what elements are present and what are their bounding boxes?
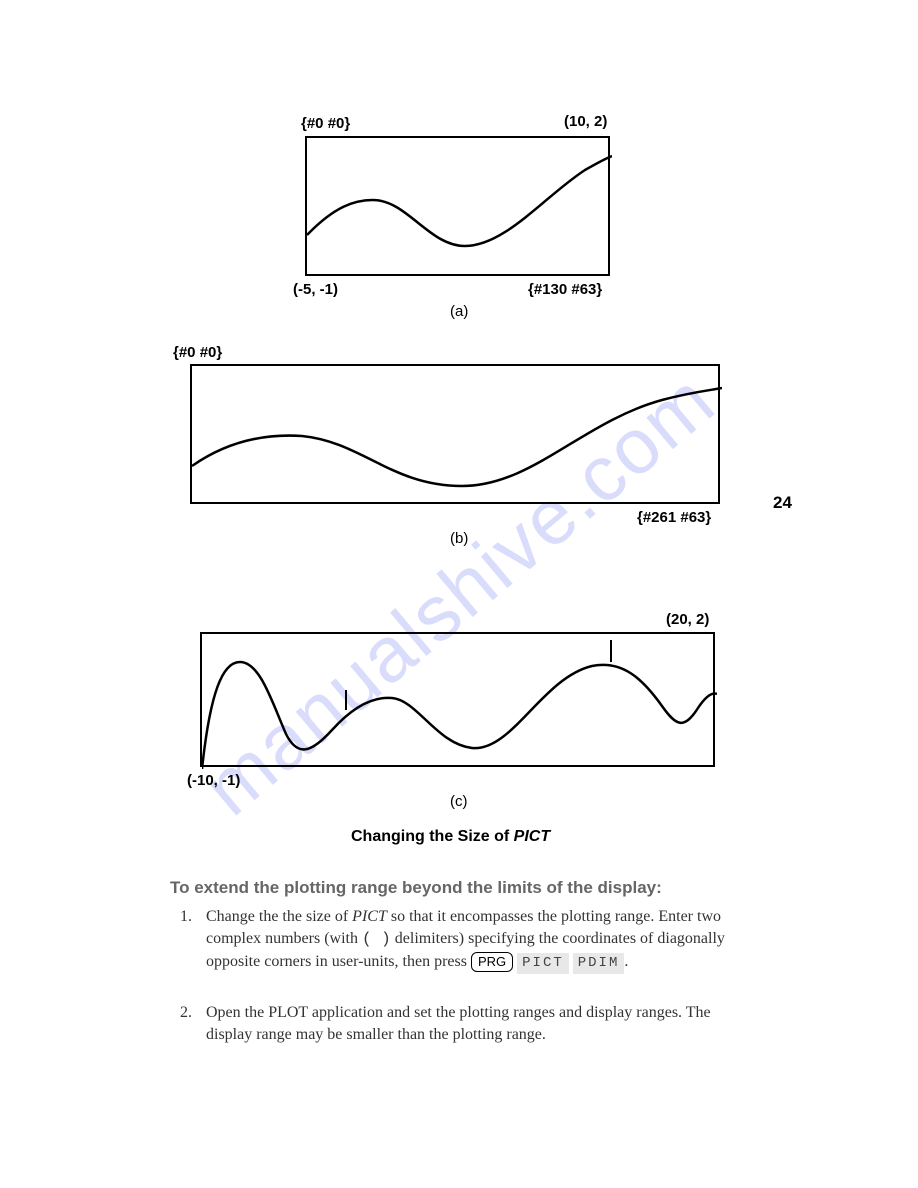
fig-c-label-top-right: (20, 2) bbox=[666, 611, 709, 628]
fig-b-sublabel: (b) bbox=[450, 530, 468, 547]
document-page: manualshive.com {#0 #0} (10, 2) (-5, -1)… bbox=[0, 0, 918, 1188]
step-1-number: 1. bbox=[180, 906, 202, 928]
fig-c-sublabel: (c) bbox=[450, 793, 468, 810]
fig-a-curve bbox=[307, 138, 612, 278]
fig-b-curve bbox=[192, 366, 722, 506]
fig-b-box bbox=[190, 364, 720, 504]
pdim-menu-key: PDIM bbox=[573, 953, 625, 975]
step-2-text: Open the PLOT application and set the pl… bbox=[206, 1002, 726, 1047]
fig-a-label-top-left: {#0 #0} bbox=[301, 115, 350, 132]
fig-a-box bbox=[305, 136, 610, 276]
chapter-number: 24 bbox=[773, 493, 792, 513]
caption-italic: PICT bbox=[514, 828, 550, 845]
fig-b-label-bottom-right: {#261 #63} bbox=[637, 509, 711, 526]
fig-a-sublabel: (a) bbox=[450, 303, 468, 320]
figure-caption: Changing the Size of PICT bbox=[351, 828, 550, 846]
fig-b-label-top-left: {#0 #0} bbox=[173, 344, 222, 361]
step-1-text: Change the the size of PICT so that it e… bbox=[206, 906, 726, 974]
caption-text: Changing the Size of bbox=[351, 828, 509, 845]
fig-c-tick-2 bbox=[610, 640, 612, 662]
fig-c-box bbox=[200, 632, 715, 767]
prg-key: PRG bbox=[471, 952, 513, 972]
fig-c-curve bbox=[202, 634, 717, 769]
step-1: 1. Change the the size of PICT so that i… bbox=[180, 906, 730, 974]
step-2: 2. Open the PLOT application and set the… bbox=[180, 1002, 730, 1047]
fig-a-label-bottom-left: (-5, -1) bbox=[293, 281, 338, 298]
fig-a-label-bottom-right: {#130 #63} bbox=[528, 281, 602, 298]
fig-a-label-top-right: (10, 2) bbox=[564, 113, 607, 130]
pict-menu-key: PICT bbox=[517, 953, 569, 975]
step-2-number: 2. bbox=[180, 1002, 202, 1024]
fig-c-label-bottom-left: (-10, -1) bbox=[187, 772, 240, 789]
section-heading: To extend the plotting range beyond the … bbox=[170, 878, 662, 898]
fig-c-tick-1 bbox=[345, 690, 347, 710]
